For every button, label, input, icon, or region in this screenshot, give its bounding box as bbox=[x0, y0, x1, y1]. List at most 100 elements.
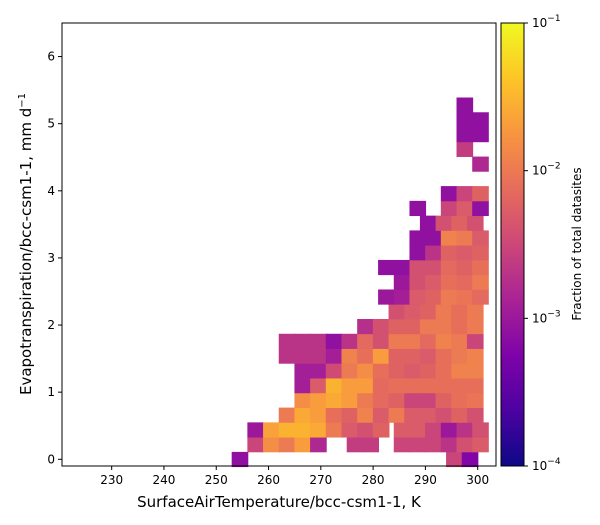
heatmap-cell bbox=[378, 289, 395, 305]
heatmap-cell bbox=[440, 230, 458, 246]
y-axis-ticks: 0 1 2 3 4 5 6 bbox=[47, 50, 62, 466]
heatmap-cell bbox=[310, 363, 327, 379]
heatmap-cell bbox=[372, 392, 390, 409]
colorbar-tick-label: 10−3 bbox=[532, 309, 561, 325]
heatmap-cell bbox=[456, 127, 474, 143]
heatmap-cell bbox=[372, 378, 390, 394]
heatmap-cell bbox=[388, 407, 406, 423]
heatmap-cell bbox=[278, 407, 296, 423]
heatmap-cell bbox=[425, 274, 442, 290]
heatmap-cell bbox=[435, 215, 453, 231]
heatmap-cell bbox=[456, 112, 474, 128]
heatmap-cell bbox=[372, 348, 390, 364]
heatmap-cell bbox=[419, 333, 437, 349]
heatmap-cell bbox=[419, 407, 437, 423]
heatmap-cell bbox=[472, 127, 489, 143]
heatmap-cell bbox=[409, 422, 427, 438]
heatmap-cell bbox=[372, 319, 390, 335]
heatmap-cell bbox=[472, 245, 489, 261]
x-axis-ticks: 230 240 250 260 270 280 290 300 bbox=[100, 466, 489, 487]
y-tick-label: 0 bbox=[47, 452, 55, 466]
y-tick-label: 5 bbox=[47, 117, 55, 131]
heatmap-cell bbox=[466, 333, 484, 349]
heatmap-cell bbox=[325, 363, 343, 379]
heatmap-cell bbox=[472, 230, 489, 246]
heatmap-cell bbox=[294, 363, 312, 379]
heatmap-cell bbox=[357, 392, 374, 409]
heatmap-cell bbox=[372, 333, 390, 349]
heatmap-cell bbox=[466, 392, 484, 409]
heatmap-cell bbox=[451, 348, 468, 364]
heatmap-cell bbox=[425, 437, 442, 453]
heatmap-cell bbox=[341, 392, 359, 409]
heatmap-cell bbox=[372, 422, 390, 438]
heatmap-cell bbox=[310, 437, 327, 453]
heatmap-cell bbox=[440, 289, 458, 305]
heatmap-cell bbox=[425, 245, 442, 261]
heatmap-cell bbox=[451, 407, 468, 423]
heatmap-cell bbox=[393, 259, 411, 276]
colorbar-ticks: 10−1 10−2 10−3 10−4 bbox=[524, 14, 561, 473]
heatmap-cell bbox=[440, 259, 458, 276]
heatmap-cell bbox=[341, 407, 359, 423]
heatmap-cell bbox=[456, 259, 474, 276]
heatmap-cell bbox=[404, 392, 421, 409]
x-tick-label: 260 bbox=[257, 473, 280, 487]
heatmap-cell bbox=[310, 378, 327, 394]
heatmap-cell bbox=[388, 319, 406, 335]
heatmap-cell bbox=[388, 304, 406, 320]
heatmap-cell bbox=[341, 363, 359, 379]
heatmap-cell bbox=[310, 348, 327, 364]
heatmap-cell bbox=[451, 319, 468, 335]
heatmap-cell bbox=[247, 437, 264, 453]
heatmap-cell bbox=[393, 437, 411, 453]
heatmap-cell bbox=[425, 289, 442, 305]
heatmap-cell bbox=[435, 304, 453, 320]
heatmap-cell bbox=[278, 422, 296, 438]
heatmap-cell bbox=[378, 259, 395, 276]
heatmap-cell bbox=[451, 333, 468, 349]
heatmap-cell bbox=[435, 407, 453, 423]
heatmap-cell bbox=[435, 378, 453, 394]
heatmap-cell bbox=[388, 378, 406, 394]
heatmap-cell bbox=[231, 451, 249, 468]
heatmap-cell bbox=[294, 392, 312, 409]
heatmap-cell bbox=[456, 97, 474, 113]
heatmap-cell bbox=[440, 437, 458, 453]
heatmap-cell bbox=[456, 230, 474, 246]
colorbar-tick-label: 10−1 bbox=[532, 14, 561, 30]
heatmap-cell bbox=[409, 274, 427, 290]
heatmap-cell bbox=[456, 289, 474, 305]
heatmap-cell bbox=[294, 437, 312, 453]
heatmap-cell bbox=[440, 200, 458, 217]
x-axis-label: SurfaceAirTemperature/bcc-csm1-1, K bbox=[137, 493, 422, 511]
colorbar-frame bbox=[500, 22, 525, 467]
heatmap-cell bbox=[404, 407, 421, 423]
heatmap-cell bbox=[409, 200, 427, 217]
heatmap-cell bbox=[388, 333, 406, 349]
heatmap-cell bbox=[472, 437, 489, 453]
heatmap-cell bbox=[325, 392, 343, 409]
heatmap-cell bbox=[294, 348, 312, 364]
heatmap-cell bbox=[310, 333, 327, 349]
heatmap-cell bbox=[409, 289, 427, 305]
heatmap-cell bbox=[456, 200, 474, 217]
heatmap-cell bbox=[263, 422, 280, 438]
heatmap-cell bbox=[341, 333, 359, 349]
heatmap-cell bbox=[456, 437, 474, 453]
heatmap-cell bbox=[472, 186, 489, 202]
heatmap-cell bbox=[388, 363, 406, 379]
heatmap-cell bbox=[419, 215, 437, 231]
heatmap-cell bbox=[325, 422, 343, 438]
heatmap-cell bbox=[456, 245, 474, 261]
heatmap-cell bbox=[419, 378, 437, 394]
heatmap-cell bbox=[472, 200, 489, 217]
heatmap-cell bbox=[278, 437, 296, 453]
heatmap-cell bbox=[310, 392, 327, 409]
heatmap-cell bbox=[404, 378, 421, 394]
heatmap-cell bbox=[393, 274, 411, 290]
heatmap-cell bbox=[341, 348, 359, 364]
heatmap-cell bbox=[451, 215, 468, 231]
heatmap-cell bbox=[404, 304, 421, 320]
heatmap-cells bbox=[231, 97, 489, 468]
